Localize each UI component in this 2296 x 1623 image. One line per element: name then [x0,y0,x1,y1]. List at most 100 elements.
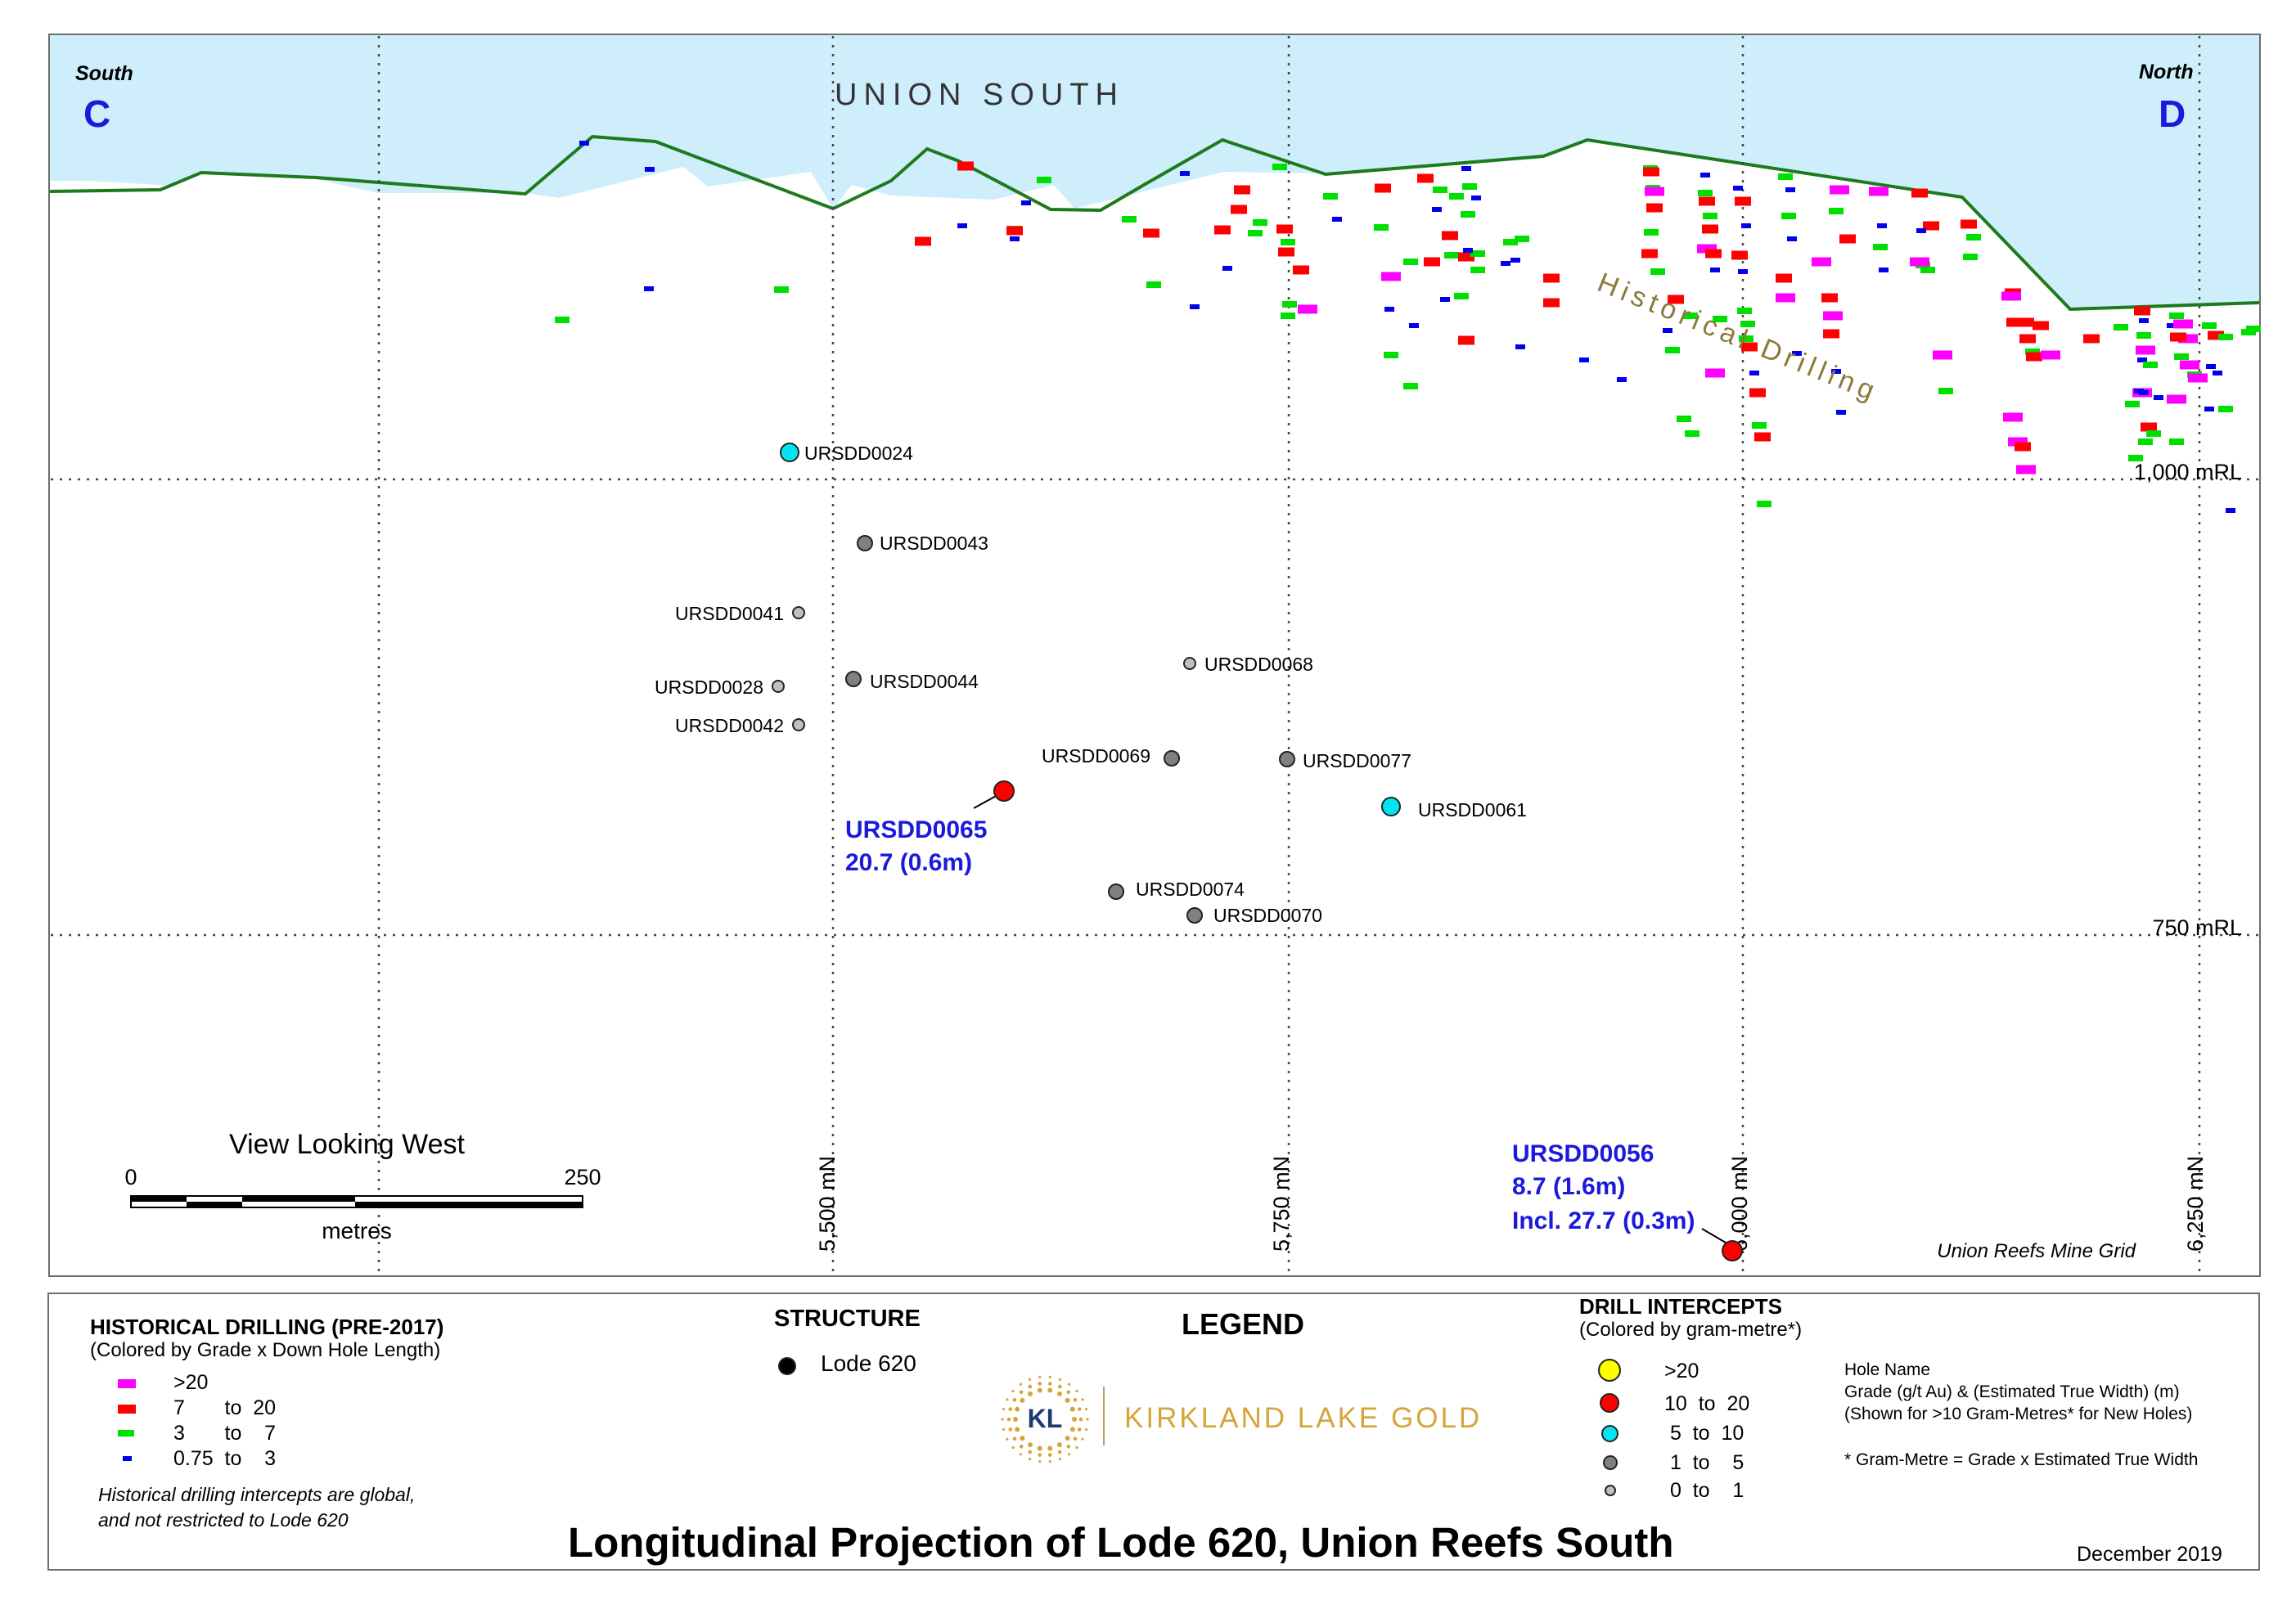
historical-intercept-tick [1749,371,1759,375]
drill-hole-label-ursdd0043: URSDD0043 [880,533,988,554]
map-frame [48,34,2261,1277]
hist-label-7-20: 7 to 20 [173,1396,277,1419]
drill-hole-label-ursdd0028: URSDD0028 [655,677,763,698]
drill-hole-marker-ursdd0061 [1381,797,1401,816]
historical-intercept-tick [1190,304,1200,309]
historical-intercept-tick [1923,221,1939,231]
historical-intercept-tick [1699,196,1715,206]
hist-swatch-0.75-3 [123,1456,132,1461]
historical-intercept-tick [1579,357,1589,362]
historical-intercept-tick [1010,236,1020,241]
drill-hole-marker-ursdd0074 [1108,883,1124,900]
hist-label-0.75-3: 0.75 to 3 [173,1447,277,1470]
scale-min-label: 0 [124,1165,137,1189]
historical-intercept-tick [1458,335,1474,345]
drill-hole-label-ursdd0068: URSDD0068 [1204,654,1313,675]
historical-intercept-tick [1180,171,1190,176]
intercept-label-1-5: 1 to 5 [1664,1451,1745,1474]
northing-label-6250: 6,250 mN [2183,1156,2208,1252]
hist-swatch-gt20 [118,1379,136,1388]
historical-intercept-tick [1738,269,1748,274]
logo-initials: KL [1028,1404,1063,1433]
historical-intercept-tick [1961,219,1977,229]
historical-intercept-tick [2125,401,2140,407]
drill-hole-marker-ursdd0070 [1186,907,1203,924]
drill-hole-label-ursdd0077: URSDD0077 [1303,750,1411,771]
snow-strip [51,181,96,187]
north-label: North [2139,61,2194,83]
scale-max-label: 250 [564,1165,601,1189]
historical-intercept-tick [1332,217,1342,222]
historical-intercept-tick [2202,322,2217,329]
historical-intercept-tick [2018,317,2034,327]
kirkland-lake-gold-logo-mark: KL [1001,1375,1089,1463]
historical-intercept-tick [1644,229,1659,236]
intercept-swatch-5-10 [1601,1425,1618,1442]
historical-intercept-tick [1829,208,1844,214]
historical-intercept-tick [1433,187,1447,193]
historical-intercept-tick [1276,224,1293,234]
drill-hole-marker-ursdd0077 [1279,751,1295,767]
historical-intercept-tick [1281,239,1295,245]
historical-intercept-tick [1776,273,1792,283]
legend-date: December 2019 [2077,1543,2222,1566]
historical-intercept-tick [1403,383,1418,389]
drill-hole-label-ursdd0065: URSDD0065 [845,816,987,843]
historical-intercept-tick [1440,297,1450,302]
historical-intercept-tick [555,317,569,323]
drill-hole-label-ursdd0042: URSDD0042 [675,715,784,736]
historical-intercept-tick [1705,249,1722,259]
historical-intercept-tick [1643,167,1659,177]
historical-intercept-tick [2139,390,2149,395]
historical-intercept-tick [2167,323,2177,328]
legend-hole-name: Hole Name [1844,1360,1931,1379]
historical-intercept-tick [1253,219,1267,226]
callout-grade-ursdd0065: 20.7 (0.6m) [845,849,972,876]
historical-intercept-tick [1916,228,1926,233]
historical-intercept-tick [1677,416,1691,422]
historical-intercept-tick [1374,224,1389,231]
drill-hole-label-ursdd0041: URSDD0041 [675,603,784,624]
historical-intercept-tick [1776,293,1795,303]
historical-intercept-tick [1381,272,1401,281]
intercept-swatch-1-5 [1603,1455,1618,1470]
historical-intercept-tick [1442,231,1458,241]
historical-intercept-tick [2204,407,2214,411]
historical-intercept-tick [1749,388,1766,398]
historical-intercept-tick [1792,351,1802,356]
historical-intercept-tick [1739,335,1754,342]
northing-label-6000: 6,000 mN [1727,1156,1752,1252]
historical-intercept-tick [1543,273,1560,283]
drill-hole-label-ursdd0070: URSDD0070 [1213,905,1322,926]
intercept-label-5-10: 5 to 10 [1664,1422,1745,1445]
topography-line [49,134,2260,312]
drill-hole-label-ursdd0044: URSDD0044 [870,671,979,692]
historical-drilling-subtitle: (Colored by Grade x Down Hole Length) [90,1339,441,1361]
intercept-swatch-0-1 [1605,1485,1616,1496]
historical-intercept-tick [1741,342,1758,352]
historical-intercept-tick [1424,257,1440,267]
historical-intercept-tick [2154,395,2163,400]
intercept-swatch-gt20 [1598,1359,1621,1382]
rl-label-1000: 1,000 mRL [2134,460,2242,484]
scale-unit-label: metres [322,1218,392,1243]
historical-intercept-tick [1293,265,1309,275]
historical-intercept-tick [1823,311,1843,321]
historical-intercept-tick [1665,347,1680,353]
historical-intercept-tick [1417,173,1434,183]
drill-hole-label-ursdd0074: URSDD0074 [1136,879,1245,900]
historical-intercept-tick [2136,332,2151,339]
historical-intercept-tick [1143,228,1159,238]
northing-label-5750: 5,750 mN [1269,1156,1294,1252]
sky-area [50,35,2259,309]
historical-intercept-tick [1713,316,1727,322]
historical-intercept-tick [2033,321,2049,330]
historical-intercept-tick [579,141,589,146]
drill-hole-label-ursdd0024: URSDD0024 [804,443,913,464]
legend-shown-line: (Shown for >10 Gram-Metres* for New Hole… [1844,1405,2193,1423]
historical-intercept-tick [2139,318,2149,323]
historical-intercept-tick [1458,252,1474,262]
historical-intercept-tick [2188,373,2208,383]
drill-hole-marker-ursdd0044 [845,671,862,687]
drill-hole-marker-ursdd0028 [772,680,785,693]
